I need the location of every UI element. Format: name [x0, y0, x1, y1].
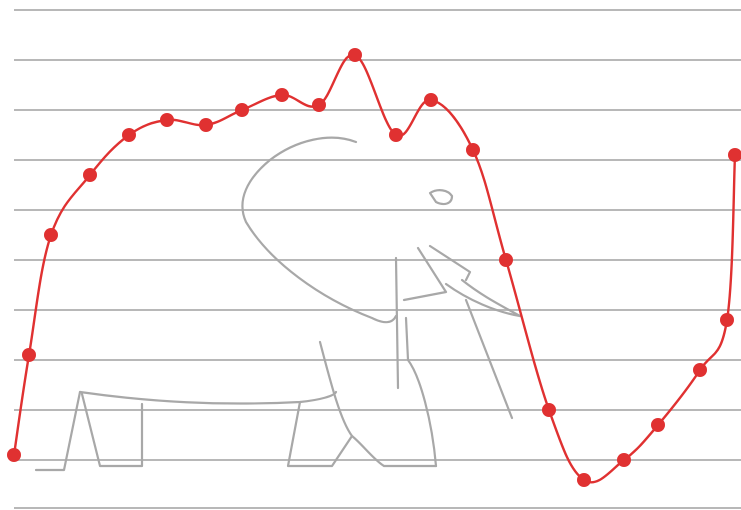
elephant-front-leg-2	[318, 340, 438, 468]
elephant-rear-leg-inner	[80, 392, 144, 468]
data-point	[651, 418, 665, 432]
data-point	[44, 228, 58, 242]
elephant-front-leg	[286, 400, 354, 468]
elephant-eye	[428, 189, 454, 206]
data-point	[424, 93, 438, 107]
elephant-neck-front	[404, 316, 438, 468]
elephant-tusk	[444, 282, 522, 318]
elephant-trunk-base	[428, 244, 472, 282]
elephant-neck	[394, 256, 400, 390]
data-point	[275, 88, 289, 102]
data-point	[720, 313, 734, 327]
series-line	[12, 53, 737, 484]
elephant-trunk	[464, 298, 514, 420]
elephant-ear-outline	[241, 136, 398, 324]
elephant-tusk-lower	[460, 278, 522, 318]
data-point	[122, 128, 136, 142]
data-point	[542, 403, 556, 417]
data-point	[577, 473, 591, 487]
data-point	[312, 98, 326, 112]
elephant-illustration	[34, 136, 522, 472]
data-point	[160, 113, 174, 127]
data-point	[389, 128, 403, 142]
data-point	[199, 118, 213, 132]
elephant-jaw	[402, 246, 448, 302]
series-path	[12, 53, 737, 484]
data-point	[466, 143, 480, 157]
data-point	[348, 48, 362, 62]
data-point	[7, 448, 21, 462]
data-point	[22, 348, 36, 362]
elephant-rear-leg	[34, 390, 82, 472]
data-point	[83, 168, 97, 182]
data-point	[728, 148, 741, 162]
data-point	[499, 253, 513, 267]
data-point	[235, 103, 249, 117]
data-point	[693, 363, 707, 377]
series-points	[7, 48, 741, 487]
elephant-back	[78, 390, 338, 405]
gridlines	[14, 9, 741, 509]
data-point	[617, 453, 631, 467]
